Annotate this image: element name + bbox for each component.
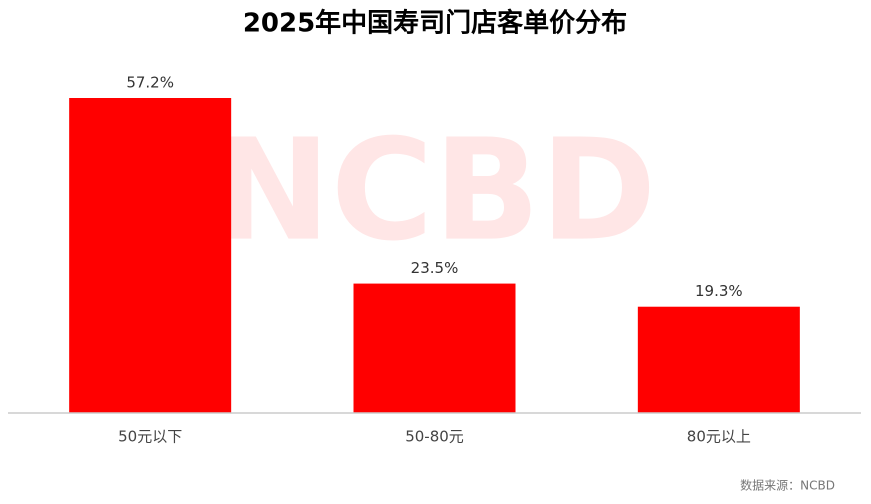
source-note: 数据来源：NCBD: [740, 478, 835, 493]
value-label: 23.5%: [411, 259, 459, 277]
x-tick-label: 80元以上: [687, 428, 751, 446]
watermark: NCBD: [214, 110, 657, 273]
x-tick-label: 50元以下: [118, 428, 182, 446]
x-tick-label: 50-80元: [405, 428, 464, 446]
value-label: 57.2%: [126, 74, 174, 92]
value-label: 19.3%: [695, 282, 743, 300]
bar: [353, 283, 516, 413]
bar: [69, 98, 232, 413]
bar: [637, 306, 800, 413]
chart-title: 2025年中国寿司门店客单价分布: [243, 8, 627, 39]
